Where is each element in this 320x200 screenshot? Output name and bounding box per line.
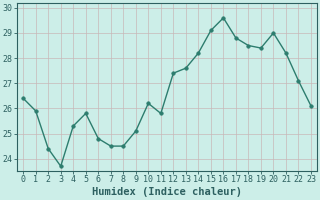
- X-axis label: Humidex (Indice chaleur): Humidex (Indice chaleur): [92, 187, 242, 197]
